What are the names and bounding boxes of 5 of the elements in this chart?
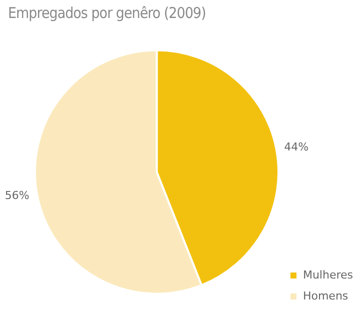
chart-title: Empregados por genêro (2009) — [8, 4, 206, 22]
data-label: 44% — [284, 140, 309, 154]
legend-label: Homens — [302, 289, 348, 302]
data-label: 56% — [4, 189, 30, 202]
legend-label: Mulheres — [302, 268, 354, 282]
